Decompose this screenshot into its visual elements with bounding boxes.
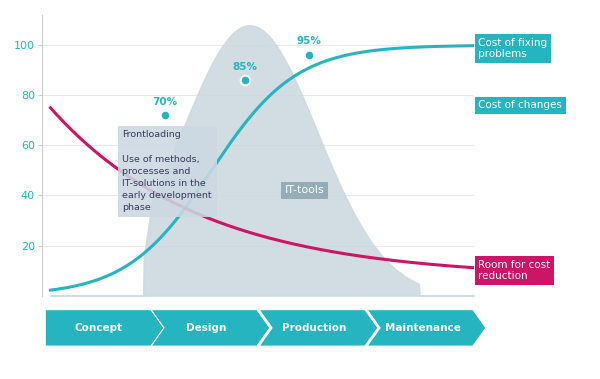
Polygon shape bbox=[367, 310, 486, 346]
Text: Production: Production bbox=[283, 323, 347, 333]
Text: Room for cost
reduction: Room for cost reduction bbox=[478, 260, 550, 281]
Text: 70%: 70% bbox=[152, 97, 178, 106]
Text: Design: Design bbox=[187, 323, 227, 333]
Polygon shape bbox=[45, 310, 164, 346]
Text: 85%: 85% bbox=[233, 61, 258, 72]
Text: Cost of fixing
problems: Cost of fixing problems bbox=[478, 38, 547, 59]
Text: Cost of changes: Cost of changes bbox=[478, 100, 562, 110]
Text: Maintenance: Maintenance bbox=[385, 323, 461, 333]
Polygon shape bbox=[151, 310, 270, 346]
Text: 95%: 95% bbox=[296, 36, 321, 47]
Text: IT-tools: IT-tools bbox=[285, 185, 325, 196]
Text: Concept: Concept bbox=[74, 323, 122, 333]
Polygon shape bbox=[259, 310, 378, 346]
Text: Frontloading

Use of methods,
processes and
IT-solutions in the
early developmen: Frontloading Use of methods, processes a… bbox=[122, 130, 212, 212]
